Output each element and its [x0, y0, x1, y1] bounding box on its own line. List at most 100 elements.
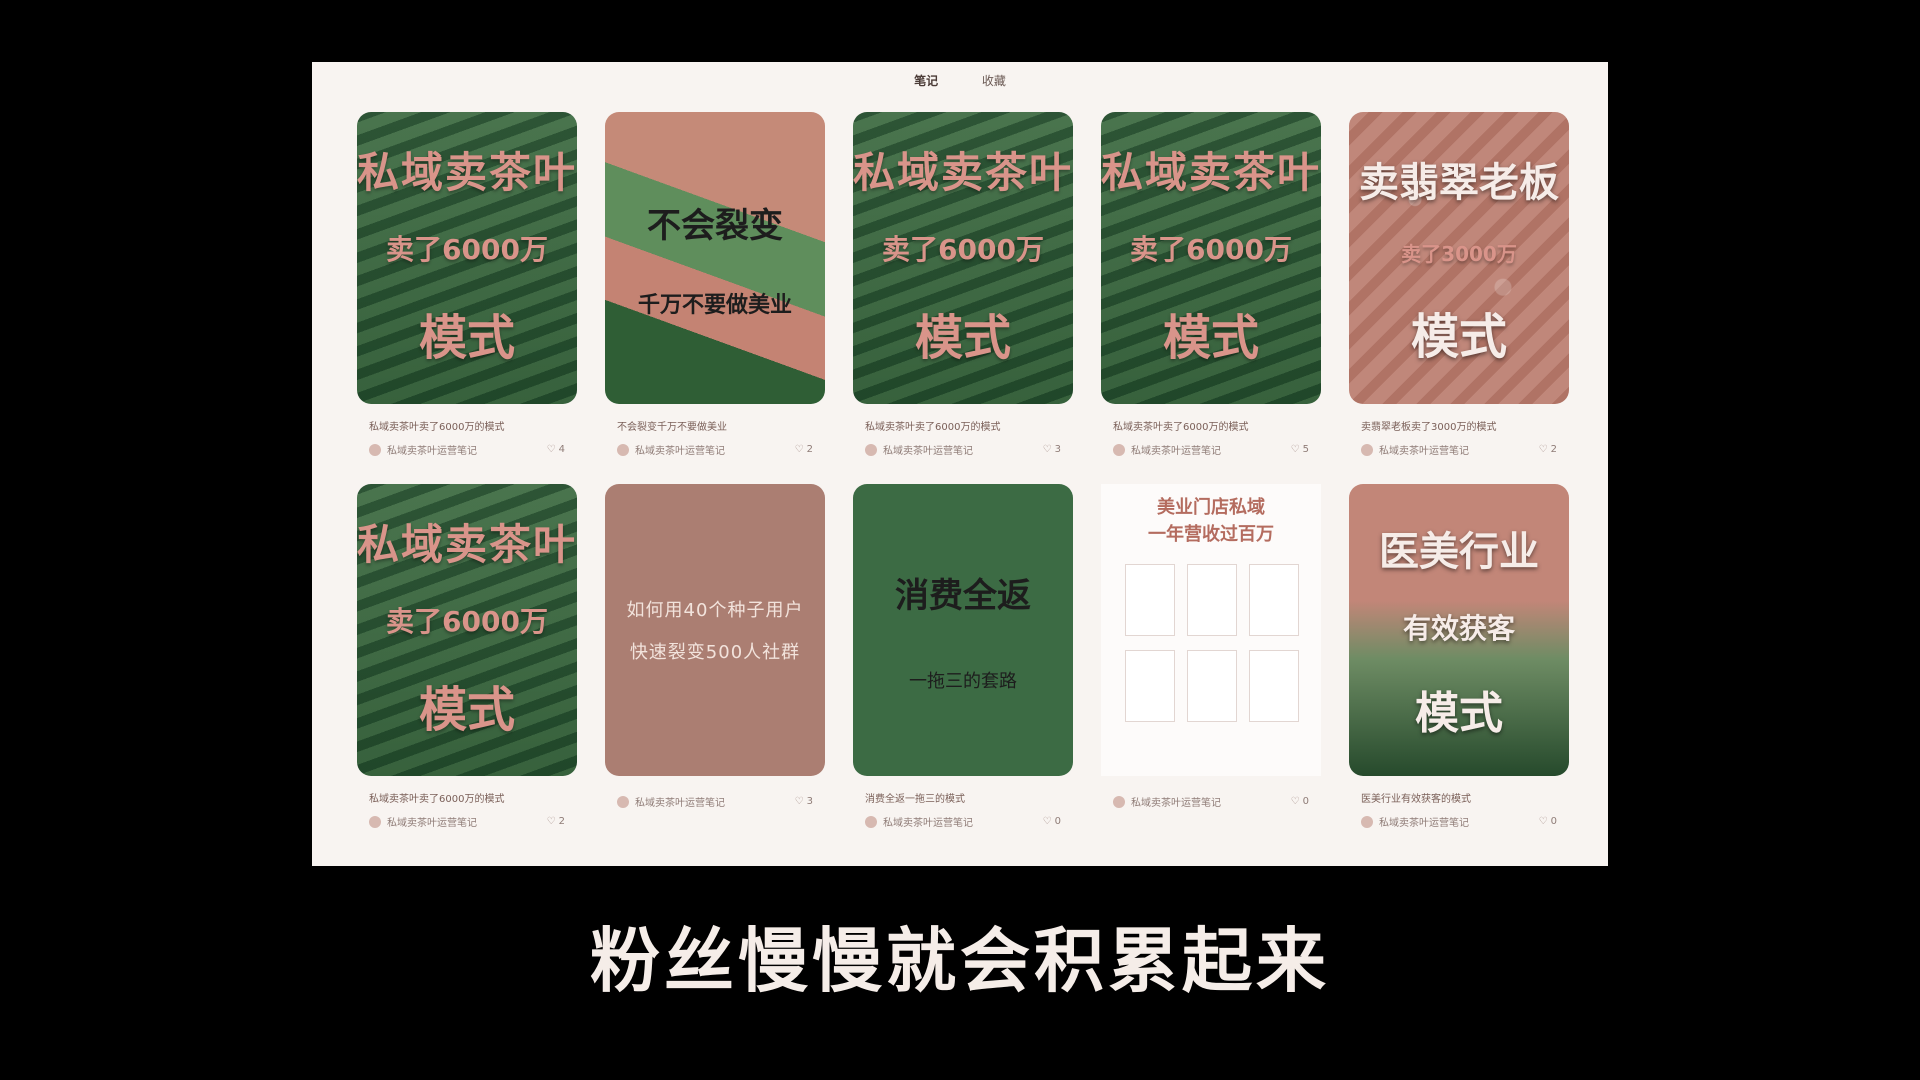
like-button[interactable]: ♡ 4	[547, 444, 565, 455]
cover-text: 快速裂变500人社群	[629, 642, 801, 663]
author-name[interactable]: 私域卖茶叶运营笔记	[1379, 446, 1469, 457]
note-title[interactable]: 私域卖茶叶卖了6000万的模式	[1113, 422, 1249, 432]
cover-text: 模式	[418, 310, 515, 367]
like-button[interactable]: ♡ 3	[795, 796, 813, 807]
avatar[interactable]	[617, 795, 629, 808]
note-card[interactable]: 私域卖茶叶 卖了6000万 模式 私域卖茶叶卖了6000万的模式 私域卖茶叶运营…	[357, 484, 577, 829]
note-title[interactable]: 卖翡翠老板卖了3000万的模式	[1361, 422, 1497, 432]
cover-text: 模式	[1410, 308, 1507, 365]
cover-text: 私域卖茶叶	[357, 147, 577, 197]
heart-icon: ♡	[1538, 444, 1548, 455]
author-name[interactable]: 私域卖茶叶运营笔记	[883, 818, 973, 829]
cover-text: 卖了6000万	[1130, 233, 1292, 267]
cover-text: 私域卖茶叶	[357, 519, 577, 569]
avatar[interactable]	[1361, 815, 1373, 828]
cover-text: 不会裂变	[647, 205, 783, 246]
avatar[interactable]	[1361, 443, 1373, 456]
video-subtitle: 粉丝慢慢就会积累起来	[590, 920, 1330, 1002]
cover-image[interactable]: 不会裂变 千万不要做美业	[605, 112, 825, 404]
note-title[interactable]: 私域卖茶叶卖了6000万的模式	[369, 422, 505, 432]
avatar[interactable]	[369, 815, 381, 828]
avatar[interactable]	[1113, 795, 1125, 808]
tab-notes[interactable]: 笔记	[914, 74, 939, 88]
cover-text: 一拖三的套路	[909, 670, 1017, 692]
avatar[interactable]	[865, 815, 877, 828]
cover-image[interactable]: 私域卖茶叶 卖了6000万 模式	[853, 112, 1073, 404]
cover-text: 模式	[1162, 310, 1259, 367]
note-title[interactable]: 私域卖茶叶卖了6000万的模式	[865, 422, 1001, 432]
note-card[interactable]: 私域卖茶叶 卖了6000万 模式 私域卖茶叶卖了6000万的模式 私域卖茶叶运营…	[853, 112, 1073, 457]
cover-text: 卖翡翠老板	[1359, 159, 1559, 206]
heart-icon: ♡	[1042, 816, 1052, 827]
cover-text: 模式	[914, 310, 1011, 367]
cover-image[interactable]: 医美行业 有效获客 模式	[1349, 484, 1569, 776]
cover-text: 医美行业	[1379, 529, 1539, 575]
like-count: 4	[558, 444, 565, 455]
note-title[interactable]: 医美行业有效获客的模式	[1361, 794, 1471, 804]
note-title[interactable]: 消费全返一拖三的模式	[865, 794, 965, 804]
like-button[interactable]: ♡ 3	[1043, 444, 1061, 455]
tab-collect[interactable]: 收藏	[981, 74, 1006, 88]
author-name[interactable]: 私域卖茶叶运营笔记	[1131, 798, 1221, 809]
heart-icon: ♡	[1290, 796, 1300, 807]
cover-image[interactable]: 私域卖茶叶 卖了6000万 模式	[357, 484, 577, 776]
like-count: 2	[1550, 444, 1557, 455]
like-button[interactable]: ♡ 0	[1539, 816, 1557, 827]
author-name[interactable]: 私域卖茶叶运营笔记	[1379, 818, 1469, 829]
like-count: 0	[1302, 796, 1309, 807]
like-button[interactable]: ♡ 0	[1043, 816, 1061, 827]
author-name[interactable]: 私域卖茶叶运营笔记	[387, 446, 477, 457]
doc-thumbnail-grid	[1125, 564, 1299, 722]
cover-text: 卖了3000万	[1401, 241, 1517, 266]
cover-image[interactable]: 美业门店私域 一年营收过百万	[1101, 484, 1321, 776]
heart-icon: ♡	[1290, 444, 1300, 455]
avatar[interactable]	[369, 443, 381, 456]
note-card[interactable]: 如何用40个种子用户 快速裂变500人社群 私域卖茶叶运营笔记 ♡ 3	[605, 484, 825, 809]
heart-icon: ♡	[1538, 816, 1548, 827]
note-title[interactable]: 私域卖茶叶卖了6000万的模式	[369, 794, 505, 804]
cover-text: 消费全返	[895, 575, 1031, 616]
cover-text: 私域卖茶叶	[1101, 147, 1321, 197]
author-name[interactable]: 私域卖茶叶运营笔记	[1131, 446, 1221, 457]
heart-icon: ♡	[794, 796, 804, 807]
cover-text: 卖了6000万	[882, 233, 1044, 267]
avatar[interactable]	[865, 443, 877, 456]
like-count: 2	[806, 444, 813, 455]
like-button[interactable]: ♡ 2	[795, 444, 813, 455]
note-card[interactable]: 不会裂变 千万不要做美业 不会裂变千万不要做美业 私域卖茶叶运营笔记 ♡ 2	[605, 112, 825, 457]
note-card[interactable]: 消费全返 一拖三的套路 消费全返一拖三的模式 私域卖茶叶运营笔记 ♡ 0	[853, 484, 1073, 829]
like-button[interactable]: ♡ 2	[547, 816, 565, 827]
cover-text: 如何用40个种子用户	[626, 600, 804, 621]
like-count: 0	[1054, 816, 1061, 827]
heart-icon: ♡	[546, 444, 556, 455]
avatar[interactable]	[1113, 443, 1125, 456]
like-button[interactable]: ♡ 5	[1291, 444, 1309, 455]
note-card[interactable]: 医美行业 有效获客 模式 医美行业有效获客的模式 私域卖茶叶运营笔记 ♡ 0	[1349, 484, 1569, 829]
cover-text: 美业门店私域	[1157, 497, 1265, 518]
cover-image[interactable]: 私域卖茶叶 卖了6000万 模式	[1101, 112, 1321, 404]
cover-text: 私域卖茶叶	[853, 147, 1073, 197]
author-name[interactable]: 私域卖茶叶运营笔记	[635, 798, 725, 809]
cover-image[interactable]: 卖翡翠老板 卖了3000万 模式	[1349, 112, 1569, 404]
cover-text: 一年营收过百万	[1148, 524, 1274, 545]
like-button[interactable]: ♡ 2	[1539, 444, 1557, 455]
heart-icon: ♡	[1042, 444, 1052, 455]
author-name[interactable]: 私域卖茶叶运营笔记	[635, 446, 725, 457]
heart-icon: ♡	[794, 444, 804, 455]
note-title[interactable]: 不会裂变千万不要做美业	[617, 422, 727, 432]
author-name[interactable]: 私域卖茶叶运营笔记	[387, 818, 477, 829]
note-card[interactable]: 私域卖茶叶 卖了6000万 模式 私域卖茶叶卖了6000万的模式 私域卖茶叶运营…	[1101, 112, 1321, 457]
cover-image[interactable]: 如何用40个种子用户 快速裂变500人社群	[605, 484, 825, 776]
like-count: 3	[1054, 444, 1061, 455]
author-name[interactable]: 私域卖茶叶运营笔记	[883, 446, 973, 457]
cover-image[interactable]: 消费全返 一拖三的套路	[853, 484, 1073, 776]
cover-image[interactable]: 私域卖茶叶 卖了6000万 模式	[357, 112, 577, 404]
like-button[interactable]: ♡ 0	[1291, 796, 1309, 807]
avatar[interactable]	[617, 443, 629, 456]
cover-text: 模式	[418, 682, 515, 739]
like-count: 2	[558, 816, 565, 827]
note-card[interactable]: 私域卖茶叶 卖了6000万 模式 私域卖茶叶卖了6000万的模式 私域卖茶叶运营…	[357, 112, 577, 457]
note-card[interactable]: 卖翡翠老板 卖了3000万 模式 卖翡翠老板卖了3000万的模式 私域卖茶叶运营…	[1349, 112, 1569, 457]
cover-text: 模式	[1415, 688, 1503, 739]
note-card[interactable]: 美业门店私域 一年营收过百万 私域卖茶叶运营笔记 ♡ 0	[1101, 484, 1321, 809]
